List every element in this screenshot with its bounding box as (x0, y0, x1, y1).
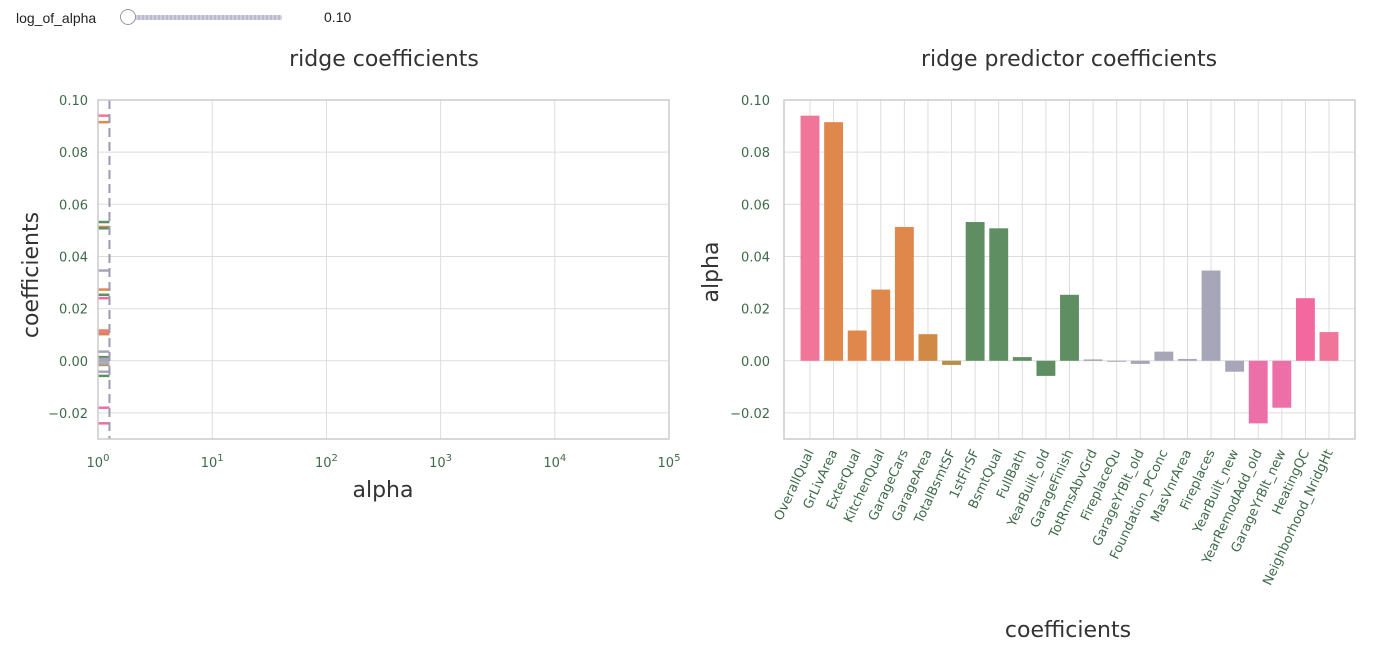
bar-kitchenqual (871, 289, 891, 361)
bar-yearbuilt-old (1036, 360, 1056, 376)
bar-foundation-pconc (1154, 351, 1174, 361)
bar-garagearea (918, 334, 938, 361)
left-y-axis-label: coefficients (19, 212, 44, 338)
right-y-tick-label: 0.04 (741, 250, 770, 265)
bar-totalbsmtsf (942, 360, 961, 365)
slider-value: 0.10 (324, 9, 352, 25)
left-grid (97, 99, 670, 439)
left-x-tick-label: 102 (315, 453, 338, 471)
bar-bsmtqual (989, 228, 1009, 361)
right-grid (784, 99, 1355, 439)
left-x-tick-label: 104 (543, 453, 566, 471)
left-x-tick-label: 105 (658, 453, 681, 471)
right-bars (800, 115, 1339, 424)
left-y-tick-label: −0.02 (48, 407, 88, 422)
left-x-tick-label: 100 (87, 453, 110, 471)
bar-masvnrarea (1178, 358, 1197, 361)
bar-heatingqc (1295, 298, 1315, 361)
bar-yearbuilt-new (1225, 360, 1245, 372)
bar-1stflrsf (965, 222, 985, 361)
right-y-tick-label: −0.02 (730, 407, 770, 422)
bar-garagecars (894, 226, 914, 361)
bar-totrmsabvgrd (1083, 359, 1103, 361)
ridge-coefficients-chart: ridge coefficients −0.02 0.00 0.02 0.04 0.06… (19, 47, 680, 503)
log-alpha-widget: log_of_alpha (16, 6, 96, 30)
right-y-tick-label: 0.02 (741, 303, 770, 318)
slider-track[interactable] (128, 15, 282, 20)
left-plot-frame (97, 99, 670, 440)
left-y-ticks: −0.02 0.00 0.02 0.04 0.06 0.08 0.10 (48, 94, 88, 422)
left-y-tick-label: 0.10 (59, 94, 88, 109)
log-alpha-slider[interactable] (120, 9, 282, 25)
right-y-tick-label: 0.00 (741, 355, 770, 370)
bar-fireplacequ (1107, 360, 1127, 362)
right-y-ticks: −0.02 0.00 0.02 0.04 0.06 0.08 0.10 (730, 94, 770, 422)
slider-thumb[interactable] (120, 9, 136, 25)
bar-grlivarea (824, 122, 844, 361)
left-series (98, 100, 111, 439)
left-chart-title: ridge coefficients (289, 47, 479, 72)
right-y-axis-label: alpha (699, 242, 724, 303)
slider-label: log_of_alpha (16, 10, 97, 26)
bar-fullbath (1012, 357, 1032, 361)
right-chart-title: ridge predictor coefficients (921, 47, 1217, 72)
bar-fireplaces (1201, 270, 1221, 361)
left-y-tick-label: 0.00 (59, 355, 88, 370)
left-y-tick-label: 0.08 (59, 146, 88, 161)
bar-neighborhood-nridght (1319, 332, 1339, 361)
left-y-tick-label: 0.06 (59, 198, 88, 213)
bar-exterqual (847, 330, 867, 361)
left-x-ticks: 100 101 102 103 104 105 (87, 453, 681, 471)
right-y-tick-label: 0.08 (741, 146, 770, 161)
bar-garageyrblt-old (1130, 360, 1150, 364)
right-plot-frame (783, 99, 1356, 440)
ridge-predictor-coefficients-chart: ridge predictor coefficients −0.02 0.00 0.… (699, 47, 1356, 643)
left-x-tick-label: 101 (201, 453, 224, 471)
left-x-axis-label: alpha (353, 478, 414, 503)
right-x-axis-label: coefficients (1005, 618, 1131, 643)
right-x-ticks: OverallQualGrLivAreaExterQualKitchenQual… (772, 447, 1337, 588)
bar-yearremodadd-old (1248, 360, 1268, 424)
left-x-tick-label: 103 (429, 453, 452, 471)
bar-garagefinish (1060, 294, 1079, 361)
left-y-tick-label: 0.04 (59, 250, 88, 265)
bar-overallqual (800, 115, 820, 361)
right-y-tick-label: 0.06 (741, 198, 770, 213)
bar-garageyrblt-new (1272, 360, 1292, 408)
left-y-tick-label: 0.02 (59, 303, 88, 318)
right-y-tick-label: 0.10 (741, 94, 770, 109)
